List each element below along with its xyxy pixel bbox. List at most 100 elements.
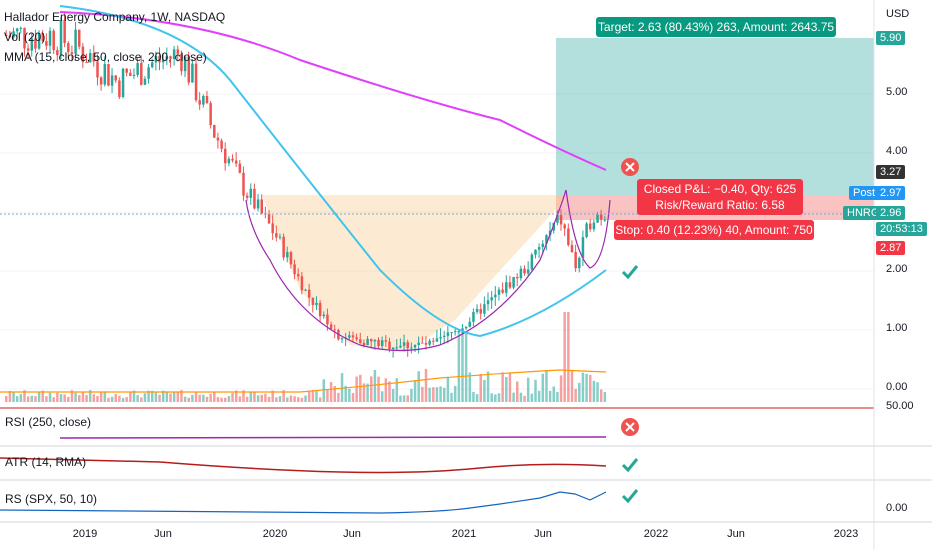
volume-bar <box>304 395 307 402</box>
candle <box>486 300 490 305</box>
volume-bar <box>541 373 545 402</box>
rsi-axis-label: 50.00 <box>886 400 914 412</box>
countdown-tag: 20:53:13 <box>876 222 927 236</box>
candle <box>523 268 526 274</box>
volume-bar <box>8 390 12 402</box>
volume-bar <box>563 312 566 402</box>
candle <box>559 215 563 225</box>
rs-line <box>0 491 607 514</box>
candle <box>205 95 209 104</box>
candle <box>30 38 34 51</box>
volume-bar <box>121 397 125 402</box>
candle <box>45 41 48 46</box>
candle <box>526 269 530 274</box>
volume-bar <box>45 396 48 402</box>
volume-bar <box>523 395 526 402</box>
candle <box>275 233 278 238</box>
candle <box>505 282 508 293</box>
check-icon <box>621 265 639 280</box>
target-label: Target: 2.63 (80.43%) 263, Amount: 2643.… <box>596 17 836 37</box>
volume-bar <box>30 395 34 402</box>
candle <box>41 33 44 42</box>
xtick-jun-2019: Jun <box>154 528 172 540</box>
candle <box>165 56 169 60</box>
volume-bar <box>132 390 136 402</box>
volume-bar <box>180 390 183 402</box>
candle <box>311 297 315 306</box>
volume-bar <box>450 392 453 402</box>
candle <box>78 29 81 47</box>
ytick-4: 4.00 <box>886 145 908 157</box>
volume-bar <box>213 392 216 402</box>
candle <box>443 335 446 337</box>
candle <box>457 330 461 332</box>
candle <box>129 72 132 77</box>
volume-bar <box>592 380 596 402</box>
candle <box>85 62 88 64</box>
atr-label[interactable]: ATR (14, RMA) <box>5 455 87 469</box>
volume-bar <box>15 396 19 402</box>
volume-bar <box>48 392 52 402</box>
candle <box>421 342 424 344</box>
volume-bar <box>359 374 362 402</box>
volume-bar <box>19 394 23 402</box>
currency-label: USD <box>886 8 910 20</box>
candle <box>380 340 384 347</box>
candle <box>12 31 15 38</box>
volume-bar <box>224 397 227 402</box>
rs-label[interactable]: RS (SPX, 50, 10) <box>5 492 98 506</box>
candle <box>545 235 548 244</box>
volume-bar <box>446 376 450 402</box>
candle <box>143 78 147 85</box>
volume-bar <box>143 393 147 402</box>
chart-title: Hallador Energy Company, 1W, NASDAQ <box>4 10 226 24</box>
volume-bar <box>351 393 355 402</box>
stop-price-tag: 2.87 <box>876 241 906 255</box>
candle <box>534 249 537 255</box>
candle <box>307 289 311 298</box>
candle <box>318 302 322 317</box>
volume-bar <box>85 395 88 402</box>
candle <box>461 328 464 331</box>
volume-bar <box>578 382 581 402</box>
volume-bar <box>501 372 504 402</box>
volume-bar <box>151 390 154 402</box>
volume-bar <box>318 397 322 402</box>
candle <box>300 276 304 291</box>
candle <box>70 52 74 54</box>
rsi-label[interactable]: RSI (250, close) <box>5 415 92 429</box>
volume-bar <box>322 379 326 402</box>
candle <box>37 33 41 49</box>
candle <box>52 30 55 51</box>
atr-line <box>0 457 607 474</box>
candle <box>151 62 154 68</box>
candle <box>453 331 457 333</box>
volume-bar <box>41 390 44 402</box>
candle <box>494 294 497 298</box>
volume-bar <box>300 397 304 402</box>
rs-axis-label: 0.00 <box>886 502 908 514</box>
pnl-text: Closed P&L: −0.40, Qty: 625 <box>643 182 797 196</box>
xtick-2021: 2021 <box>451 528 477 540</box>
candle <box>388 341 391 349</box>
ma-200-line <box>59 11 607 171</box>
volume-bar <box>194 392 198 402</box>
volume-bar <box>344 385 347 402</box>
ma-legend[interactable]: MMA (15, close, 50, close, 200, close) <box>4 50 207 64</box>
candle <box>297 274 300 277</box>
volume-bar <box>260 394 263 402</box>
candle <box>227 158 231 164</box>
candle <box>267 213 271 224</box>
candle <box>366 338 369 346</box>
volume-bar <box>129 391 132 402</box>
volume-bar <box>435 387 439 402</box>
candle <box>231 158 234 161</box>
volume-legend[interactable]: Vol (20) <box>4 30 46 44</box>
volume-bar <box>74 392 77 402</box>
candle <box>304 289 307 291</box>
candle <box>147 67 150 79</box>
volume-bar <box>264 393 267 402</box>
candle <box>359 339 362 343</box>
candle <box>351 335 355 338</box>
